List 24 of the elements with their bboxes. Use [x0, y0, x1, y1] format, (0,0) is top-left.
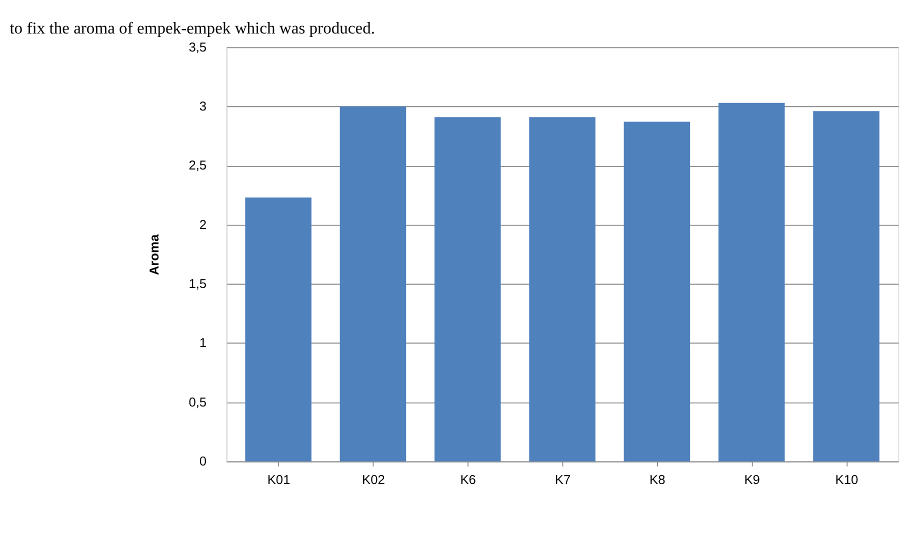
- bar: [718, 102, 785, 462]
- y-tick-label: 0: [199, 454, 207, 469]
- x-tick-label: K7: [554, 472, 571, 487]
- bar: [529, 117, 596, 462]
- y-tick-label: 3,5: [188, 39, 207, 54]
- bar: [624, 122, 690, 462]
- bar: [340, 106, 406, 462]
- y-tick-label: 2: [199, 216, 207, 232]
- x-tick-label: K6: [460, 472, 476, 487]
- x-tick-label: K10: [835, 472, 858, 487]
- y-tick-label: 2,5: [188, 158, 207, 173]
- x-tick-label: K9: [744, 472, 760, 487]
- y-tick-label: 3: [199, 98, 207, 114]
- bar: [245, 198, 312, 462]
- y-tick-label: 1: [199, 335, 207, 350]
- y-tick-label: 0,5: [188, 394, 207, 410]
- text: to fix the aroma of empek-empek which was produced.: [10, 18, 375, 38]
- bar: [813, 111, 880, 462]
- y-tick-label: 1,5: [188, 276, 207, 292]
- x-tick-label: K02: [362, 472, 385, 487]
- x-tick-label: K01: [267, 472, 290, 487]
- x-tick-label: K8: [650, 472, 666, 487]
- bar: [434, 117, 501, 462]
- y-axis-title: Aroma: [146, 234, 162, 276]
